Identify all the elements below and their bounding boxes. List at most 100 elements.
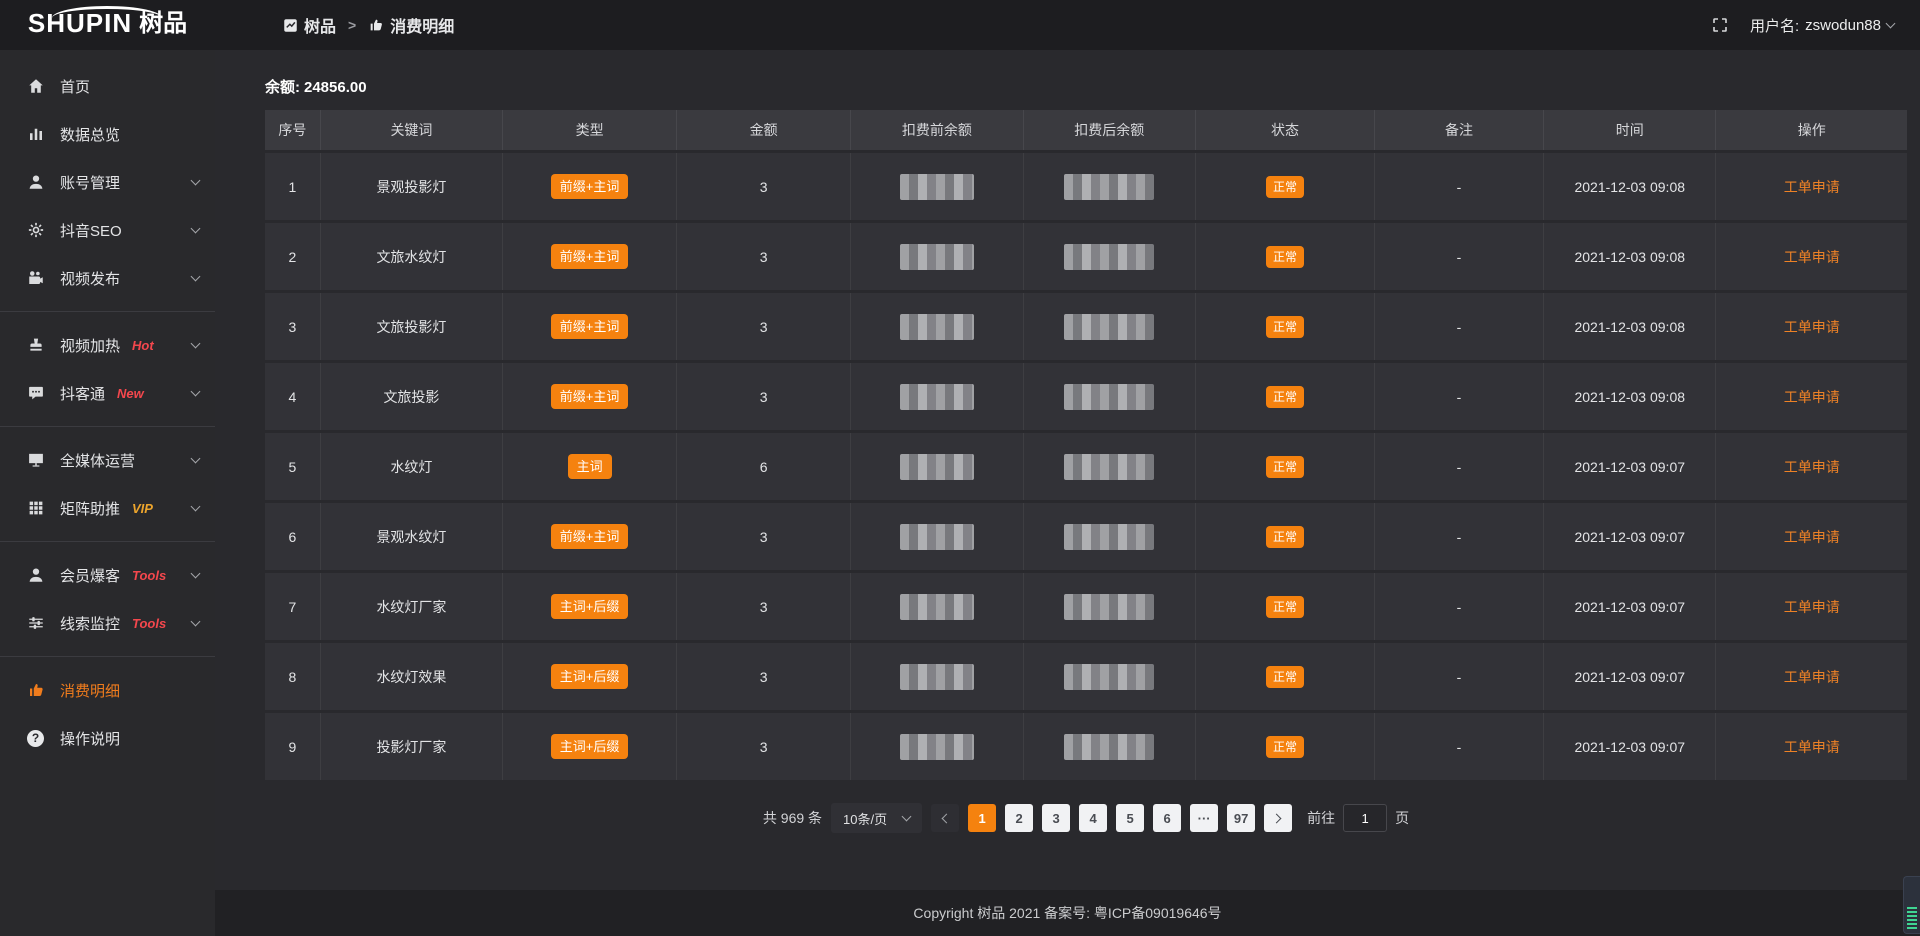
sidebar-item-label: 线索监控 xyxy=(60,615,121,633)
sidebar-item-操作说明[interactable]: ? 操作说明 xyxy=(0,714,215,762)
sidebar-item-会员爆客[interactable]: 会员爆客 Tools xyxy=(0,551,215,599)
column-header-备注: 备注 xyxy=(1374,110,1545,150)
sidebar-item-label: 矩阵助推 xyxy=(60,500,121,518)
sidebar-badge-Tools: Tools xyxy=(132,567,167,583)
masked-balance-before xyxy=(899,243,974,270)
status-badge: 正常 xyxy=(1195,433,1375,500)
chevron-down-icon xyxy=(901,811,912,822)
sidebar-item-数据总览[interactable]: 数据总览 xyxy=(0,110,215,158)
masked-balance-before xyxy=(851,643,1024,710)
page-button-2[interactable]: 2 xyxy=(1005,804,1034,832)
sidebar-divider xyxy=(0,656,215,657)
note-cell: - xyxy=(1374,153,1545,220)
type-badge: 前缀+主词 xyxy=(503,223,678,290)
row-index: 7 xyxy=(265,573,321,640)
sidebar-item-矩阵助推[interactable]: 矩阵助推 VIP xyxy=(0,484,215,532)
page-button-4[interactable]: 4 xyxy=(1079,804,1108,832)
masked-balance-before xyxy=(851,293,1024,360)
type-badge: 主词+后缀 xyxy=(503,643,678,710)
sidebar-item-消费明细[interactable]: 消费明细 xyxy=(0,666,215,714)
sidebar-item-全媒体运营[interactable]: 全媒体运营 xyxy=(0,436,215,484)
table-row: 7 水纹灯厂家 主词+后缀 3 正常 -2021-12-03 09:07 工单申请 xyxy=(265,573,1907,640)
keyword-cell: 水纹灯厂家 xyxy=(320,573,504,640)
gear-icon xyxy=(26,221,45,240)
prev-page-button[interactable] xyxy=(931,804,960,832)
row-index: 2 xyxy=(265,223,321,290)
home-icon xyxy=(26,77,45,96)
sidebar-divider xyxy=(0,541,215,542)
masked-balance-after xyxy=(1064,593,1155,620)
masked-balance-after xyxy=(1064,173,1155,200)
type-badge: 主词 xyxy=(567,454,612,479)
user-menu[interactable]: 用户名: zswodun88 xyxy=(1750,15,1896,36)
masked-balance-before xyxy=(899,593,974,620)
sidebar-item-label: 视频发布 xyxy=(60,270,121,288)
breadcrumb-item-home[interactable]: 树品 xyxy=(304,19,337,36)
app-logo[interactable]: SHUPIN 树品 xyxy=(0,6,215,40)
floating-widget[interactable] xyxy=(1903,876,1920,934)
sidebar-item-抖音SEO[interactable]: 抖音SEO xyxy=(0,206,215,254)
chevron-down-icon xyxy=(190,568,201,579)
keyword-cell: 水纹灯 xyxy=(320,433,504,500)
amount-cell: 6 xyxy=(677,433,852,500)
work-order-link[interactable]: 工单申请 xyxy=(1783,668,1840,685)
masked-balance-before xyxy=(851,713,1024,780)
column-header-金额: 金额 xyxy=(677,110,852,150)
note-cell: - xyxy=(1374,223,1545,290)
work-order-link[interactable]: 工单申请 xyxy=(1783,318,1840,335)
page-button-1[interactable]: 1 xyxy=(968,804,997,832)
sidebar-item-线索监控[interactable]: 线索监控 Tools xyxy=(0,599,215,647)
keyword-cell: 景观投影灯 xyxy=(320,153,504,220)
table-body: 1 景观投影灯 前缀+主词 3 正常 -2021-12-03 09:08 工单申请 2 文旅水纹… xyxy=(265,153,1907,780)
amount-cell: 3 xyxy=(677,573,852,640)
page-button-3[interactable]: 3 xyxy=(1042,804,1071,832)
amount-cell: 3 xyxy=(677,503,852,570)
sidebar-item-视频发布[interactable]: 视频发布 xyxy=(0,254,215,302)
masked-balance-before xyxy=(899,663,974,690)
keyword-cell: 景观水纹灯 xyxy=(320,503,504,570)
masked-balance-after xyxy=(1023,643,1196,710)
sidebar-item-抖客通[interactable]: 抖客通 New xyxy=(0,369,215,417)
page-button-5[interactable]: 5 xyxy=(1116,804,1145,832)
work-order-link[interactable]: 工单申请 xyxy=(1783,248,1840,265)
page-size-select[interactable]: 10条/页 xyxy=(831,803,923,833)
chevron-down-icon xyxy=(1885,18,1896,29)
sidebar-item-label: 操作说明 xyxy=(60,730,121,748)
chevron-right-icon xyxy=(1271,813,1282,823)
time-cell: 2021-12-03 09:07 xyxy=(1544,433,1717,500)
note-cell: - xyxy=(1374,293,1545,360)
sliders-icon xyxy=(26,614,45,633)
work-order-link[interactable]: 工单申请 xyxy=(1783,598,1840,615)
sidebar-item-首页[interactable]: 首页 xyxy=(0,62,215,110)
fullscreen-icon[interactable] xyxy=(1712,17,1728,33)
note-cell: - xyxy=(1374,573,1545,640)
status-badge: 正常 xyxy=(1265,315,1304,338)
work-order-link[interactable]: 工单申请 xyxy=(1783,458,1840,475)
status-badge: 正常 xyxy=(1265,525,1304,548)
goto-page-group: 前往 页 xyxy=(1307,804,1409,832)
next-page-button[interactable] xyxy=(1264,804,1293,832)
goto-page-input[interactable] xyxy=(1343,804,1388,832)
status-badge: 正常 xyxy=(1195,713,1375,780)
type-badge: 主词 xyxy=(503,433,678,500)
work-order-link: 工单申请 xyxy=(1716,293,1907,360)
work-order-link[interactable]: 工单申请 xyxy=(1783,388,1840,405)
page-button-97[interactable]: 97 xyxy=(1227,804,1256,832)
balance-value: 24856.00 xyxy=(304,79,367,96)
sidebar-item-账号管理[interactable]: 账号管理 xyxy=(0,158,215,206)
note-cell: - xyxy=(1374,363,1545,430)
work-order-link[interactable]: 工单申请 xyxy=(1783,738,1840,755)
page-ellipsis-button[interactable]: ··· xyxy=(1190,804,1219,832)
amount-cell: 3 xyxy=(677,713,852,780)
table-row: 3 文旅投影灯 前缀+主词 3 正常 -2021-12-03 09:08 工单申请 xyxy=(265,293,1907,360)
time-cell: 2021-12-03 09:08 xyxy=(1544,363,1717,430)
sidebar-item-视频加热[interactable]: 视频加热 Hot xyxy=(0,321,215,369)
work-order-link[interactable]: 工单申请 xyxy=(1783,528,1840,545)
page-button-6[interactable]: 6 xyxy=(1153,804,1182,832)
work-order-link[interactable]: 工单申请 xyxy=(1783,178,1840,195)
masked-balance-after xyxy=(1064,383,1155,410)
copyright-text: Copyright 树品 2021 备案号: 粤ICP备09019646号 xyxy=(913,905,1222,921)
main-content: 余额: 24856.00 序号 关键词 类型 金额 扣费前余额 扣费后余额 状态 备注 时间 操作 … xyxy=(215,50,1920,890)
type-badge: 主词+后缀 xyxy=(550,734,629,759)
work-order-link: 工单申请 xyxy=(1716,573,1907,640)
